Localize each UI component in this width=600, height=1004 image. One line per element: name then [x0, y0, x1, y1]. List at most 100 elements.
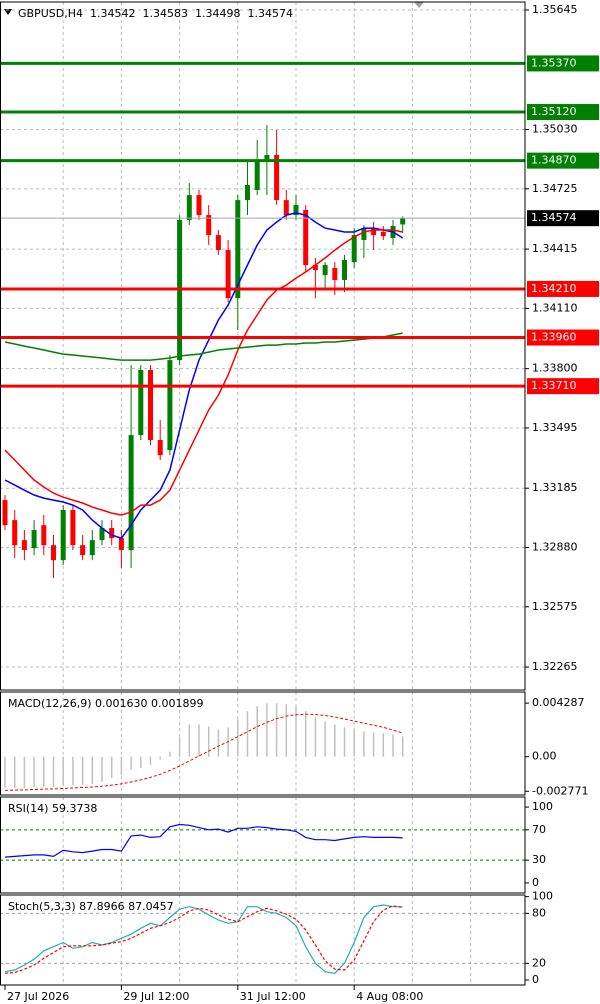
macd-bar	[91, 756, 94, 784]
y-tick-label: 80	[532, 906, 546, 919]
candle-body	[2, 500, 8, 526]
panel-border	[0, 691, 526, 796]
macd-bar	[169, 751, 171, 757]
candle-body	[371, 228, 377, 236]
level-label: 1.35370	[531, 56, 577, 69]
candle-body	[303, 210, 309, 266]
level-label-box	[527, 280, 599, 297]
macd-bar	[72, 756, 74, 785]
macd-bar	[353, 729, 355, 757]
macd-bar	[52, 756, 55, 788]
y-tick-label: 1.34415	[532, 242, 578, 255]
chart-header: GBPUSD,H4 1.34542 1.34583 1.34498 1.34574	[18, 7, 293, 20]
y-tick-label: 70	[532, 823, 546, 836]
shift-marker	[414, 2, 424, 8]
current-price-label: 1.34574	[531, 211, 577, 224]
indicator-line	[4, 212, 404, 540]
level-label: 1.33710	[531, 379, 577, 392]
candle-body	[80, 545, 86, 556]
x-tick-label: 27 Jul 2026	[7, 990, 69, 1003]
symbol: GBPUSD,H4	[18, 7, 83, 20]
macd-bar	[256, 706, 258, 757]
x-tick-label: 31 Jul 12:00	[240, 990, 306, 1003]
candle-body	[264, 154, 270, 161]
current-price-box	[527, 210, 599, 227]
y-tick-label: 0.00	[532, 750, 557, 763]
macd-bar	[382, 733, 385, 757]
indicator-line	[4, 904, 403, 974]
macd-bar	[110, 756, 113, 778]
indicator-line	[4, 332, 403, 361]
y-tick-label: 30	[532, 853, 546, 866]
candle-body	[254, 160, 260, 190]
y-tick-label: 1.35645	[532, 3, 578, 16]
level-label: 1.35120	[531, 105, 577, 118]
macd-bar	[343, 727, 346, 757]
x-tick-label: 29 Jul 12:00	[123, 990, 189, 1003]
macd-bar	[217, 729, 220, 757]
candle-body	[21, 540, 27, 551]
macd-bar	[314, 717, 317, 757]
macd-bar	[324, 721, 326, 757]
y-tick-label: 1.34725	[532, 182, 578, 195]
y-tick-label: 100	[532, 890, 553, 903]
y-tick-label: 1.32265	[532, 660, 578, 673]
y-tick-label: 1.35030	[532, 123, 578, 136]
candle-body	[274, 154, 280, 201]
y-tick-label: 0.004287	[532, 696, 585, 709]
indicator-line	[4, 713, 403, 791]
macd-bar	[13, 756, 16, 789]
level-label-box	[527, 55, 599, 72]
macd-bar	[159, 756, 161, 760]
macd-bar	[101, 756, 103, 782]
macd-bar	[62, 756, 64, 787]
candle-body	[109, 528, 115, 539]
y-tick-label: 1.33495	[532, 421, 578, 434]
macd-bar	[120, 756, 123, 775]
candle-body	[128, 435, 134, 551]
ohlc-value: 1.34574	[247, 7, 293, 20]
macd-bar	[4, 756, 6, 789]
macd-bar	[334, 724, 336, 757]
indicator-line	[4, 229, 403, 516]
candle-body	[157, 439, 163, 456]
macd-bar	[363, 731, 365, 757]
candle-body	[342, 259, 347, 280]
candle-body	[283, 200, 289, 216]
ohlc-value: 1.34542	[90, 7, 136, 20]
macd-bar	[237, 719, 239, 757]
macd-bar	[285, 704, 288, 757]
panel-title: Stoch(5,3,3) 87.8966 87.0457	[8, 900, 174, 913]
macd-bar	[372, 732, 375, 757]
candle-body	[400, 218, 406, 225]
macd-bar	[23, 756, 26, 789]
collapse-marker	[4, 9, 12, 15]
candle-body	[118, 538, 124, 551]
candle-body	[70, 509, 76, 546]
ohlc-value: 1.34498	[195, 7, 241, 20]
level-label-box	[527, 329, 599, 346]
panel-border	[0, 894, 526, 986]
macd-bar	[207, 726, 210, 757]
macd-bar	[130, 756, 132, 770]
candle-body	[167, 360, 173, 451]
level-label-box	[527, 152, 599, 169]
candle-body	[225, 250, 231, 299]
macd-bar	[81, 756, 84, 785]
level-label: 1.33960	[531, 331, 577, 344]
y-tick-label: -0.002771	[532, 784, 588, 797]
candle-body	[51, 545, 56, 561]
candle-body	[235, 200, 241, 299]
panel-title: RSI(14) 59.3738	[8, 802, 97, 815]
panel-border	[0, 796, 526, 894]
candle-body	[206, 215, 212, 236]
candle-body	[215, 235, 221, 251]
y-tick-label: 1.33800	[532, 362, 578, 375]
candle-body	[322, 265, 328, 276]
level-label: 1.34870	[531, 154, 577, 167]
y-tick-label: 20	[532, 956, 546, 969]
macd-bar	[295, 706, 297, 757]
y-tick-label: 1.32880	[532, 541, 578, 554]
panel-title: MACD(12,26,9) 0.001630 0.001899	[8, 697, 204, 710]
